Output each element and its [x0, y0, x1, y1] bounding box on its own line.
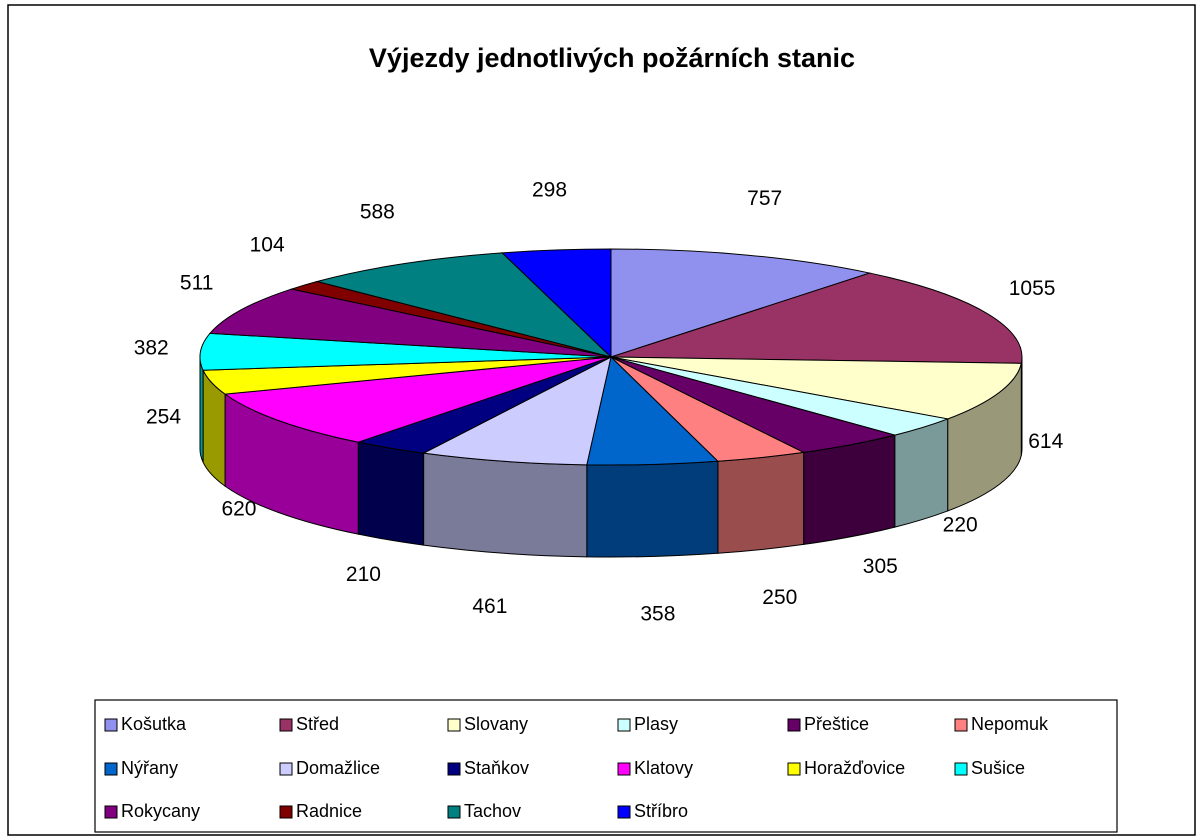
data-label: 298 [532, 179, 567, 202]
pie-side [357, 441, 425, 546]
legend-swatch [104, 762, 118, 776]
pie-slice [208, 288, 612, 358]
legend-swatch [954, 718, 968, 732]
legend-swatch [617, 718, 631, 732]
legend-label: Rokycany [121, 801, 200, 821]
pie-side [717, 451, 805, 554]
legend-label: Tachov [464, 801, 521, 821]
legend-swatch [279, 718, 293, 732]
legend-swatch [447, 718, 461, 732]
legend-label: Nýřany [121, 758, 178, 778]
legend-label: Sušice [971, 758, 1025, 778]
legend-label: Klatovy [634, 758, 693, 778]
pie-side [803, 434, 896, 545]
legend-swatch [617, 762, 631, 776]
data-label: 511 [180, 272, 213, 295]
legend-label: Nepomuk [971, 714, 1049, 734]
data-label: 254 [146, 405, 181, 428]
legend-label: Střed [296, 714, 339, 734]
pie-side [199, 356, 204, 463]
legend-label: Horažďovice [804, 758, 905, 778]
data-label: 104 [250, 233, 285, 256]
data-label: 210 [346, 563, 381, 586]
legend-label: Slovany [464, 714, 528, 734]
legend-label: Košutka [121, 714, 187, 734]
data-label: 382 [134, 336, 169, 359]
legend-swatch [279, 762, 293, 776]
legend-label: Staňkov [464, 758, 529, 778]
legend-swatch [617, 805, 631, 819]
data-label: 1055 [1009, 277, 1056, 300]
data-label: 358 [640, 603, 675, 626]
pie-slice [610, 272, 1023, 364]
data-label: 250 [762, 586, 797, 609]
pie-side [894, 418, 949, 528]
legend-label: Domažlice [296, 758, 380, 778]
pie-side [423, 452, 588, 558]
legend-label: Plasy [634, 714, 678, 734]
data-label: 220 [943, 514, 978, 537]
pie-slice [223, 356, 612, 443]
legend-label: Přeštice [804, 714, 869, 734]
legend-swatch [279, 805, 293, 819]
legend-swatch [954, 762, 968, 776]
pie-side [586, 460, 719, 558]
data-label: 620 [221, 497, 256, 520]
data-label: 757 [747, 187, 782, 210]
pie-slice [421, 356, 612, 466]
legend-swatch [447, 762, 461, 776]
pie-slice [610, 356, 1022, 420]
legend-box [94, 699, 1118, 833]
legend-swatch [787, 718, 801, 732]
chart-title: Výjezdy jednotlivých požárních stanic [369, 43, 855, 73]
data-label: 614 [1028, 430, 1063, 453]
legend-label: Stříbro [634, 801, 688, 821]
data-label: 461 [472, 595, 507, 618]
legend-swatch [104, 718, 118, 732]
legend-label: Radnice [296, 801, 362, 821]
legend-swatch [104, 805, 118, 819]
data-label: 305 [863, 555, 898, 578]
pie-slice [501, 248, 612, 359]
pie-slice [199, 332, 612, 371]
legend-swatch [447, 805, 461, 819]
legend-swatch [787, 762, 801, 776]
data-label: 588 [360, 200, 395, 223]
pie-slice [315, 252, 613, 358]
pie-slice [610, 248, 872, 358]
